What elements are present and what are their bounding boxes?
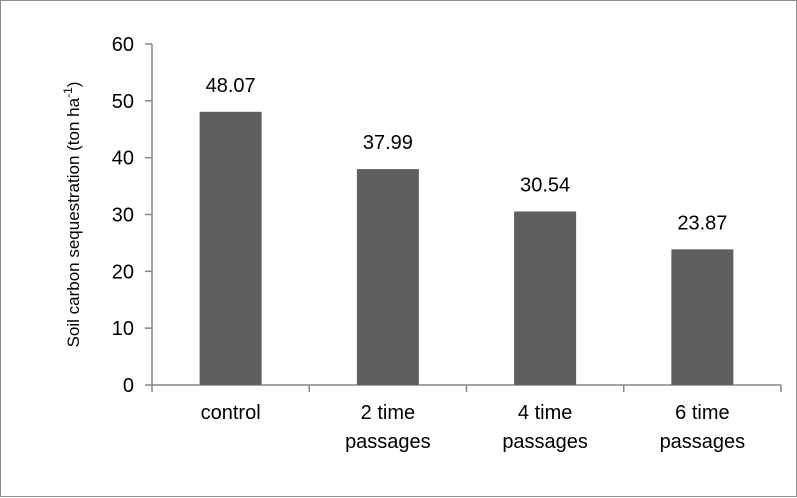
data-label: 48.07 (206, 75, 256, 97)
x-tick-label: control (201, 402, 261, 424)
y-tick-label: 30 (112, 205, 134, 227)
y-tick-label: 60 (112, 34, 134, 56)
y-tick-label: 40 (112, 148, 134, 170)
x-tick-label-line: 2 time (361, 402, 415, 424)
y-tick-label: 20 (112, 261, 134, 283)
y-axis-title-close: ) (64, 82, 83, 88)
x-tick-label-line: passages (345, 431, 431, 453)
y-tick-label: 50 (112, 91, 134, 113)
x-tick-label: 6 time passages (660, 402, 746, 453)
bar (356, 169, 419, 385)
x-tick-label: 2 time passages (345, 402, 431, 453)
data-label: 23.87 (677, 212, 727, 234)
svg-text:Soil carbon sequestration (ton: Soil carbon sequestration (ton ha-1) (61, 82, 83, 348)
y-axis-title-text: Soil carbon sequestration (ton ha (64, 97, 83, 347)
bar (514, 211, 577, 385)
bar (199, 111, 262, 385)
x-tick-label-line: passages (502, 431, 588, 453)
x-tick-label: 4 time passages (502, 402, 588, 453)
x-tick-label-line: 4 time (518, 402, 572, 424)
y-tick-label: 10 (112, 318, 134, 340)
plot-area: 0 10 20 30 40 50 60 48.07 control 37.99 2 time pass… (112, 34, 782, 453)
x-tick-label-line: passages (660, 431, 746, 453)
x-tick-label-line: 6 time (675, 402, 729, 424)
y-tick-label: 0 (123, 375, 134, 397)
data-label: 37.99 (363, 132, 413, 154)
y-axis-title: Soil carbon sequestration (ton ha-1) (61, 82, 83, 348)
data-label: 30.54 (520, 174, 570, 196)
x-tick-label-line: control (201, 402, 261, 424)
bar (671, 249, 734, 385)
y-axis-title-unit-sup: -1 (61, 87, 75, 98)
